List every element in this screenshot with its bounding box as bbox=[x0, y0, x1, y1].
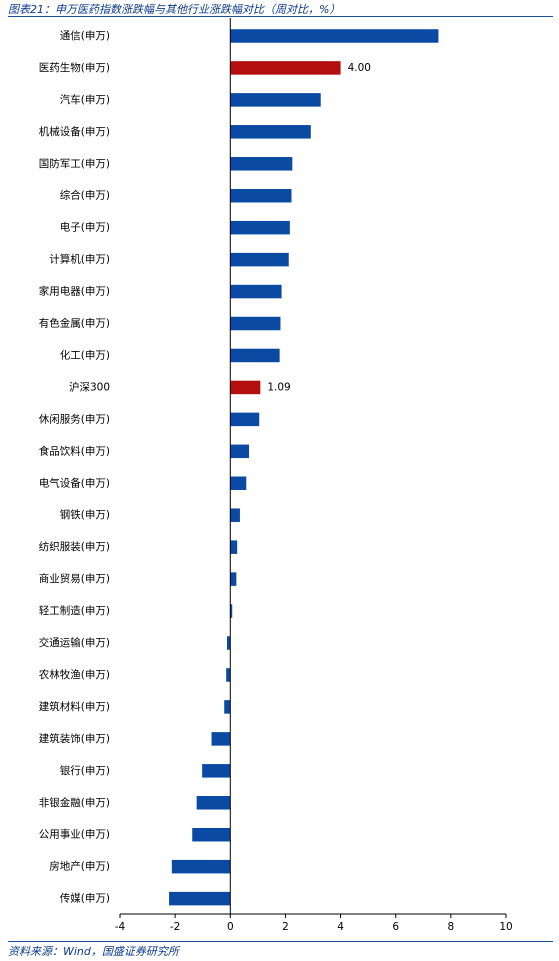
x-tick-label: 0 bbox=[227, 921, 234, 933]
bar bbox=[192, 827, 231, 842]
category-label: 钢铁(申万) bbox=[60, 508, 110, 521]
bar bbox=[226, 668, 231, 682]
x-tick-label: 10 bbox=[499, 921, 512, 933]
bar bbox=[224, 700, 231, 714]
category-label: 银行(申万) bbox=[60, 764, 110, 777]
x-tick-label: 8 bbox=[448, 921, 455, 933]
category-label: 汽车(申万) bbox=[60, 93, 110, 106]
bar bbox=[230, 540, 238, 554]
category-label: 休闲服务(申万) bbox=[39, 412, 110, 425]
category-label: 沪深300 bbox=[69, 380, 110, 393]
category-label: 建筑装饰(申万) bbox=[39, 732, 110, 745]
bar bbox=[230, 188, 292, 203]
x-tick-label: -2 bbox=[170, 921, 180, 933]
x-tick-label: 6 bbox=[392, 921, 399, 933]
category-label: 建筑材料(申万) bbox=[39, 700, 110, 713]
category-label: 电子(申万) bbox=[60, 221, 110, 234]
category-label: 电气设备(申万) bbox=[39, 476, 110, 489]
data-label: 1.09 bbox=[267, 381, 290, 393]
category-label: 医药生物(申万) bbox=[39, 61, 110, 74]
source-note: 资料来源：Wind，国盛证券研究所 bbox=[8, 945, 179, 958]
chart-title: 图表21：申万医药指数涨跌幅与其他行业涨跌幅对比（周对比，%） bbox=[8, 3, 341, 16]
bar bbox=[230, 29, 439, 43]
bar bbox=[230, 157, 293, 171]
x-tick-label: -4 bbox=[115, 921, 126, 933]
category-label: 计算机(申万) bbox=[49, 253, 110, 266]
category-label: 有色金属(申万) bbox=[39, 317, 110, 330]
bar bbox=[169, 891, 231, 906]
bar bbox=[230, 572, 237, 586]
category-label: 非银金融(申万) bbox=[39, 796, 110, 809]
bar bbox=[230, 476, 247, 491]
category-label: 房地产(申万) bbox=[49, 860, 110, 873]
bar bbox=[230, 93, 321, 107]
category-label: 轻工制造(申万) bbox=[39, 604, 110, 617]
bar bbox=[230, 316, 281, 331]
data-labels: 4.00 1.09 bbox=[267, 62, 371, 394]
bar bbox=[171, 859, 231, 874]
bar bbox=[230, 252, 289, 267]
category-label: 机械设备(申万) bbox=[39, 125, 110, 138]
category-label: 商业贸易(申万) bbox=[39, 572, 110, 585]
category-label: 综合(申万) bbox=[60, 189, 110, 202]
category-label: 化工(申万) bbox=[60, 348, 110, 361]
bar bbox=[230, 125, 311, 139]
source-divider bbox=[8, 941, 553, 942]
bar bbox=[230, 220, 290, 235]
bar bbox=[230, 348, 280, 363]
category-label: 家用电器(申万) bbox=[39, 285, 110, 298]
bar bbox=[196, 796, 231, 810]
category-label: 食品饮料(申万) bbox=[39, 444, 110, 457]
category-label: 交通运输(申万) bbox=[39, 636, 110, 649]
x-tick-label: 4 bbox=[337, 921, 344, 933]
bar bbox=[230, 444, 250, 459]
bar bbox=[230, 61, 341, 75]
bar bbox=[230, 412, 260, 427]
category-label: 通信(申万) bbox=[60, 29, 110, 42]
data-label: 4.00 bbox=[348, 62, 371, 74]
bars-layer bbox=[169, 29, 439, 906]
category-label: 传媒(申万) bbox=[60, 892, 110, 905]
category-label: 纺织服装(申万) bbox=[39, 540, 110, 553]
x-tick-label: 2 bbox=[282, 921, 289, 933]
title-divider bbox=[8, 16, 553, 17]
bar bbox=[230, 284, 282, 299]
bar bbox=[202, 764, 231, 778]
bar bbox=[230, 508, 240, 522]
bar bbox=[230, 380, 261, 395]
axes-layer: -4 -2 0 2 4 6 8 10 bbox=[115, 18, 513, 933]
category-label: 农林牧渔(申万) bbox=[39, 668, 110, 681]
bar bbox=[230, 604, 233, 618]
category-label: 公用事业(申万) bbox=[39, 828, 110, 841]
bar bbox=[211, 732, 231, 746]
category-label: 国防军工(申万) bbox=[39, 157, 110, 170]
bar bbox=[226, 636, 231, 650]
category-labels: 通信(申万) 医药生物(申万) 汽车(申万) 机械设备(申万) 国防军工(申万) 综合(申… bbox=[39, 29, 110, 905]
